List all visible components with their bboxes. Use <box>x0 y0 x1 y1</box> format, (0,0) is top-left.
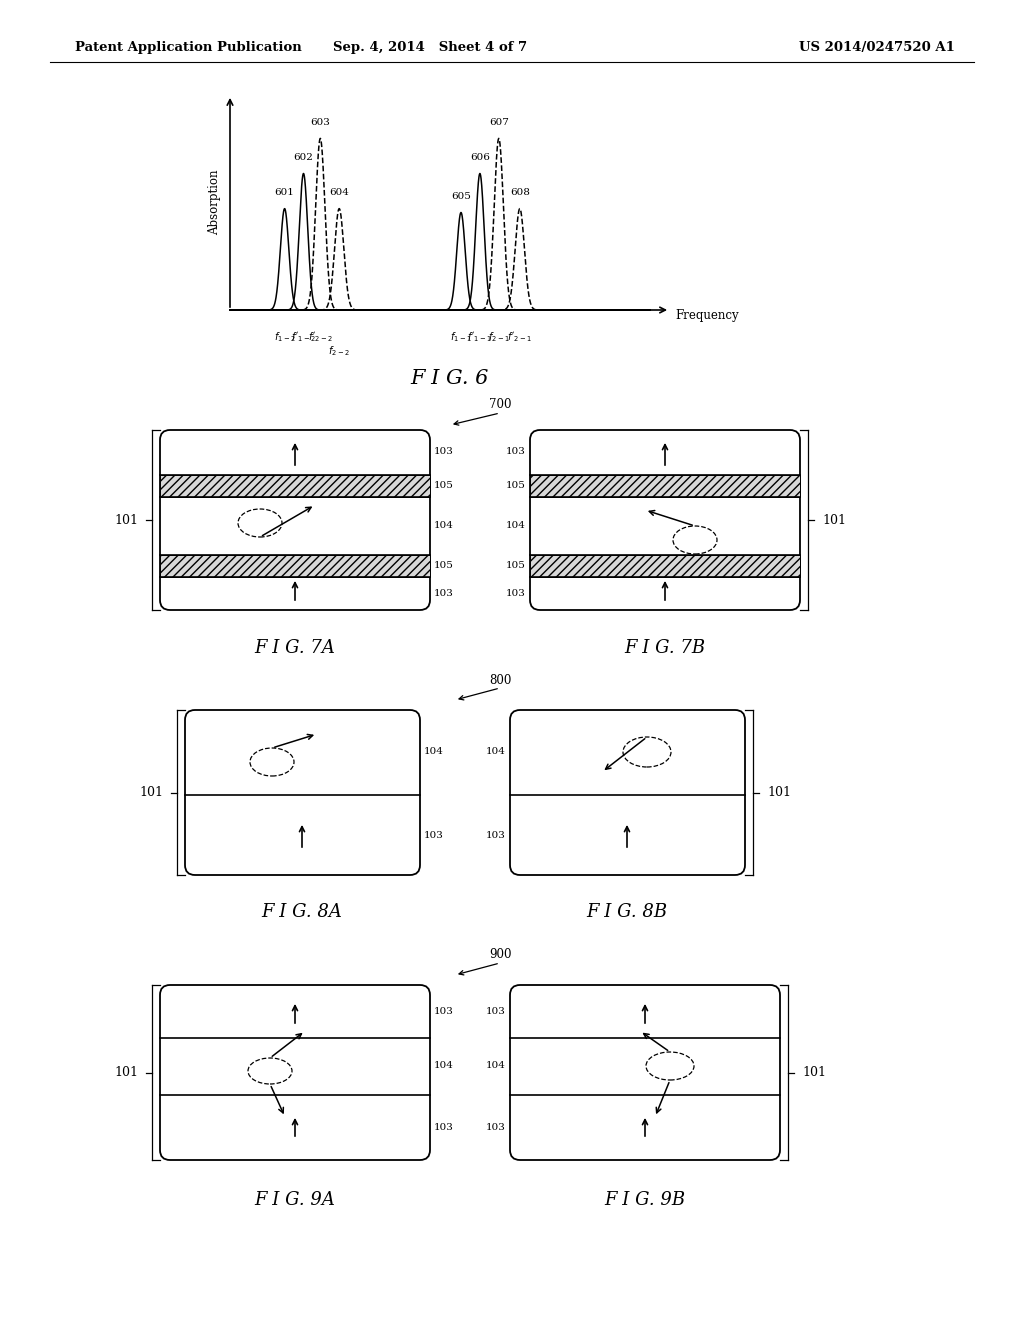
Text: $f_{1-2}$: $f_{1-2}$ <box>273 330 296 343</box>
Text: F I G. 6: F I G. 6 <box>411 368 489 388</box>
FancyBboxPatch shape <box>185 710 420 875</box>
Text: 103: 103 <box>486 830 506 840</box>
Bar <box>530 475 800 498</box>
Text: 104: 104 <box>486 1061 506 1071</box>
Text: $f_{2-1}$: $f_{2-1}$ <box>487 330 510 343</box>
Text: F I G. 8B: F I G. 8B <box>587 903 668 921</box>
Text: Frequency: Frequency <box>675 309 738 322</box>
Text: 101: 101 <box>114 1067 138 1078</box>
Text: 800: 800 <box>488 673 511 686</box>
Text: $f'_{1-2}$: $f'_{1-2}$ <box>291 330 315 343</box>
Text: 103: 103 <box>486 1122 506 1131</box>
Text: 105: 105 <box>434 561 454 570</box>
Text: $f'_{2-2}$: $f'_{2-2}$ <box>308 330 333 343</box>
Text: 104: 104 <box>506 521 526 531</box>
Ellipse shape <box>673 525 717 554</box>
Text: 700: 700 <box>488 399 511 412</box>
Ellipse shape <box>238 510 282 537</box>
Ellipse shape <box>250 748 294 776</box>
Bar <box>160 475 430 498</box>
Text: 101: 101 <box>114 513 138 527</box>
Text: 608: 608 <box>510 187 529 197</box>
FancyBboxPatch shape <box>510 710 745 875</box>
Text: Patent Application Publication: Patent Application Publication <box>75 41 302 54</box>
Text: F I G. 7B: F I G. 7B <box>625 639 706 657</box>
Text: $f'_{2-1}$: $f'_{2-1}$ <box>508 330 532 343</box>
Text: 900: 900 <box>488 949 511 961</box>
Text: 605: 605 <box>451 191 471 201</box>
Text: Absorption: Absorption <box>209 169 221 235</box>
Text: F I G. 8A: F I G. 8A <box>261 903 342 921</box>
Text: 105: 105 <box>506 482 526 491</box>
Text: 104: 104 <box>434 521 454 531</box>
Text: 103: 103 <box>434 1006 454 1015</box>
Text: 607: 607 <box>488 117 509 127</box>
Text: 103: 103 <box>434 590 454 598</box>
Text: 603: 603 <box>310 117 330 127</box>
Text: 105: 105 <box>434 482 454 491</box>
Text: 103: 103 <box>434 1122 454 1131</box>
Text: 101: 101 <box>139 785 163 799</box>
Text: 604: 604 <box>330 187 349 197</box>
Text: Sep. 4, 2014   Sheet 4 of 7: Sep. 4, 2014 Sheet 4 of 7 <box>333 41 527 54</box>
Text: 103: 103 <box>506 447 526 457</box>
Bar <box>160 554 430 577</box>
Text: 606: 606 <box>470 153 489 162</box>
Ellipse shape <box>248 1059 292 1084</box>
Ellipse shape <box>646 1052 694 1080</box>
Text: F I G. 7A: F I G. 7A <box>255 639 336 657</box>
Text: 103: 103 <box>424 830 443 840</box>
Text: 103: 103 <box>506 590 526 598</box>
FancyBboxPatch shape <box>510 985 780 1160</box>
Ellipse shape <box>623 737 671 767</box>
Text: 601: 601 <box>274 187 295 197</box>
Text: 104: 104 <box>486 747 506 756</box>
Text: 103: 103 <box>434 447 454 457</box>
FancyBboxPatch shape <box>160 430 430 610</box>
Text: 104: 104 <box>434 1061 454 1071</box>
Bar <box>530 554 800 577</box>
Text: 101: 101 <box>767 785 791 799</box>
Text: 103: 103 <box>486 1006 506 1015</box>
Text: $f_{1-1}$: $f_{1-1}$ <box>451 330 472 343</box>
Text: $f'_{1-1}$: $f'_{1-1}$ <box>468 330 493 343</box>
FancyBboxPatch shape <box>160 985 430 1160</box>
Text: $f_{2-2}$: $f_{2-2}$ <box>329 345 350 358</box>
Text: 104: 104 <box>424 747 443 756</box>
Text: 105: 105 <box>506 561 526 570</box>
Text: 101: 101 <box>802 1067 826 1078</box>
Text: 602: 602 <box>294 153 313 162</box>
Text: F I G. 9A: F I G. 9A <box>255 1191 336 1209</box>
Text: F I G. 9B: F I G. 9B <box>604 1191 685 1209</box>
FancyBboxPatch shape <box>530 430 800 610</box>
Text: 101: 101 <box>822 513 846 527</box>
Text: US 2014/0247520 A1: US 2014/0247520 A1 <box>799 41 955 54</box>
